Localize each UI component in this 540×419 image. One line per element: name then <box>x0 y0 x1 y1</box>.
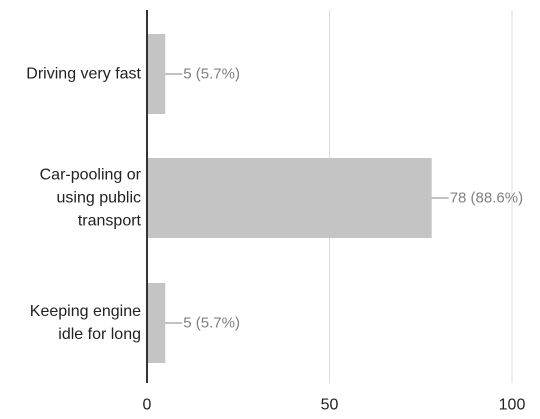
category-label-1-0: Car-pooling or <box>40 167 142 184</box>
x-tick-label-50: 50 <box>321 397 339 414</box>
x-tick-label-0: 0 <box>143 397 152 414</box>
category-label-2-0: Keeping engine <box>30 303 141 320</box>
x-tick-label-100: 100 <box>499 397 526 414</box>
bar-0 <box>148 34 166 114</box>
data-label-1: 78 (88.6%) <box>450 190 523 207</box>
category-label-2-1: idle for long <box>58 326 141 343</box>
data-label-2: 5 (5.7%) <box>183 315 240 332</box>
category-label-0-0: Driving very fast <box>26 66 141 83</box>
data-label-0: 5 (5.7%) <box>183 66 240 83</box>
category-label-1-1: using public <box>57 190 142 207</box>
category-label-1-2: transport <box>78 213 142 230</box>
bar-1 <box>148 158 432 238</box>
bar-2 <box>148 283 166 363</box>
